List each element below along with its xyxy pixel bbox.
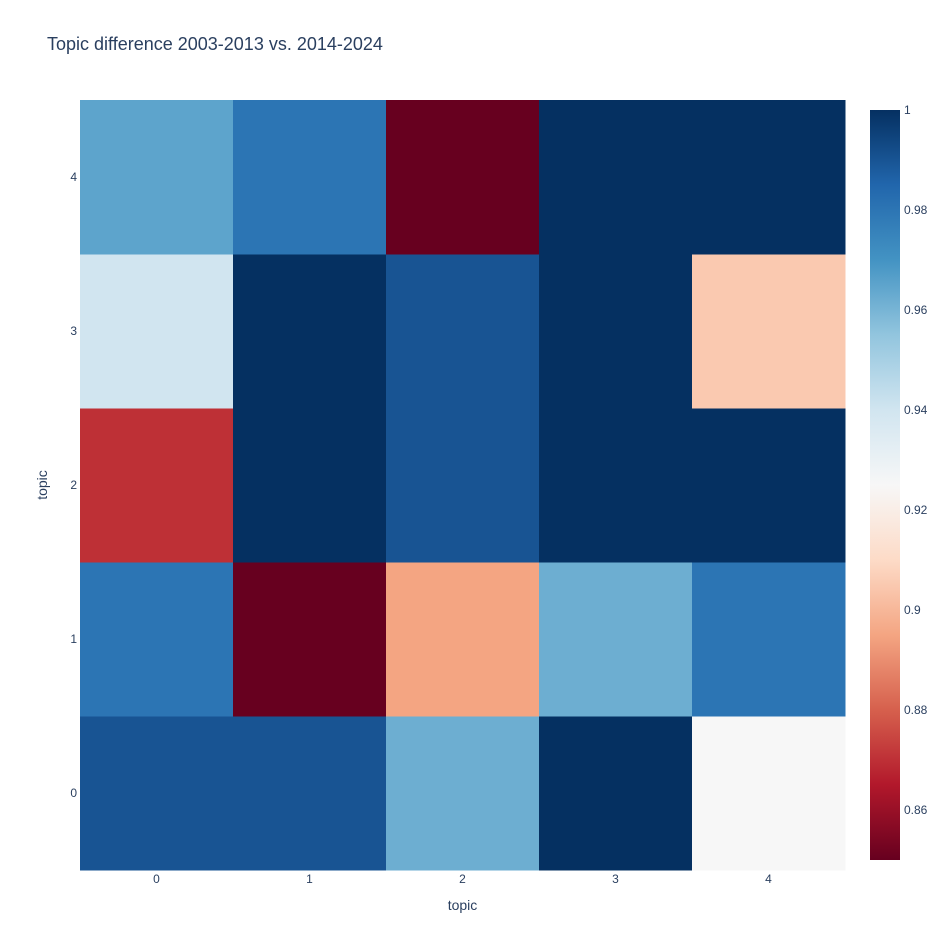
x-tick-label: 2 [459,872,466,886]
heatmap-cell [80,716,234,871]
heatmap-cell [233,100,387,255]
colorbar-tick-label: 0.94 [904,403,928,417]
colorbar-tick-label: 0.88 [904,703,928,717]
heatmap-cell [80,408,234,563]
heatmap-cell [386,562,540,717]
heatmap-cell [386,408,540,563]
heatmap-cell [692,408,846,563]
colorbar-tick-label: 0.92 [904,503,928,517]
heatmap-cell [386,254,540,409]
x-axis-ticks: 0 1 2 3 4 [153,872,772,886]
colorbar-tick-label: 0.86 [904,803,928,817]
heatmap-cell [233,254,387,409]
heatmap-cell [80,100,234,255]
colorbar-tick-label: 0.96 [904,303,928,317]
colorbar-tick-label: 1 [904,103,911,117]
heatmap-cell [539,254,693,409]
x-tick-label: 1 [306,872,313,886]
heatmap-cell [386,716,540,871]
y-axis-label: topic [34,470,50,500]
heatmap-cells [80,100,846,871]
colorbar-tick-label: 0.9 [904,603,921,617]
heatmap-cell [539,716,693,871]
colorbar-tick-label: 0.98 [904,203,928,217]
chart-title: Topic difference 2003-2013 vs. 2014-2024 [47,34,383,54]
heatmap-cell [692,100,846,255]
colorbar [870,110,900,860]
y-tick-label: 2 [70,478,77,492]
heatmap-cell [233,408,387,563]
heatmap-cell [692,716,846,871]
x-axis-label: topic [448,897,478,913]
heatmap-cell [233,716,387,871]
heatmap-cell [80,254,234,409]
x-tick-label: 4 [765,872,772,886]
heatmap-cell [539,408,693,563]
heatmap-cell [692,562,846,717]
heatmap-cell [539,562,693,717]
y-tick-label: 0 [70,786,77,800]
y-tick-label: 1 [70,632,77,646]
y-axis-ticks: 0 1 2 3 4 [70,170,77,800]
x-tick-label: 0 [153,872,160,886]
x-tick-label: 3 [612,872,619,886]
colorbar-ticks: 0.86 0.88 0.9 0.92 0.94 0.96 0.98 1 [904,103,928,817]
heatmap-cell [233,562,387,717]
heatmap-cell [386,100,540,255]
heatmap-cell [692,254,846,409]
heatmap-cell [539,100,693,255]
y-tick-label: 3 [70,324,77,338]
y-tick-label: 4 [70,170,77,184]
heatmap-cell [80,562,234,717]
